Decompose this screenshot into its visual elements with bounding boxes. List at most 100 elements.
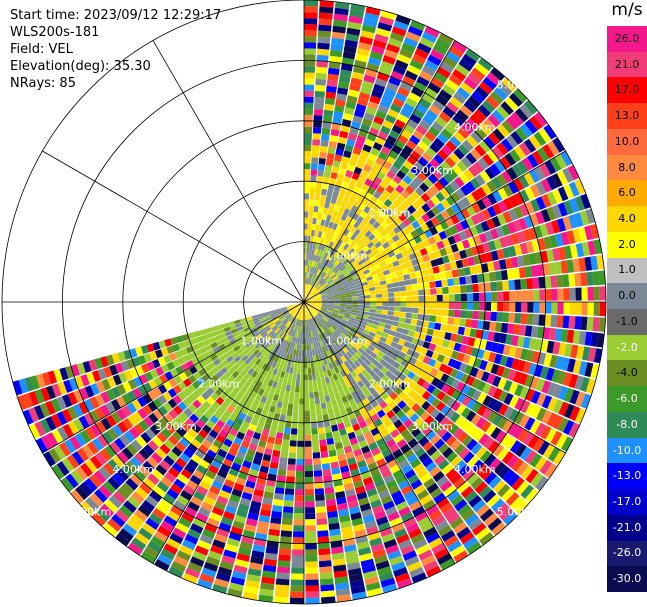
range-gate-cell <box>255 351 263 359</box>
range-gate-cell <box>315 295 322 299</box>
range-gate-cell <box>450 455 463 468</box>
range-gate-cell <box>200 334 209 341</box>
range-gate-cell <box>455 188 466 200</box>
range-gate-cell <box>325 311 332 316</box>
range-gate-cell <box>76 447 89 462</box>
range-gate-cell <box>343 367 351 376</box>
field-label: Field: VEL <box>10 42 73 57</box>
range-gate-cell <box>533 225 543 239</box>
range-gate-cell <box>417 421 428 432</box>
range-gate-cell <box>338 288 345 293</box>
range-gate-cell <box>519 123 533 138</box>
range-gate-cell <box>157 553 173 566</box>
range-gate-cell <box>388 365 397 374</box>
range-gate-cell <box>320 291 327 295</box>
range-gate-cell <box>310 361 315 369</box>
range-gate-cell <box>450 333 458 342</box>
range-gate-cell <box>209 512 222 522</box>
range-gate-cell <box>471 389 482 401</box>
range-gate-cell <box>426 384 436 394</box>
range-gate-cell <box>399 108 412 119</box>
range-gate-cell <box>384 453 395 464</box>
range-gate-cell <box>398 390 408 400</box>
range-gate-cell <box>287 328 292 336</box>
range-gate-cell <box>298 404 304 411</box>
range-gate-cell <box>221 336 229 344</box>
range-gate-cell <box>286 321 291 328</box>
range-gate-cell <box>434 547 449 560</box>
range-gate-cell <box>250 326 257 333</box>
range-gate-cell <box>359 323 367 329</box>
range-gate-cell <box>447 278 455 287</box>
range-gate-cell <box>371 89 383 99</box>
range-ring-label: 5.00km <box>70 506 112 519</box>
range-gate-cell <box>301 313 303 321</box>
range-gate-cell <box>343 175 351 184</box>
range-gate-cell <box>225 344 234 352</box>
range-gate-cell <box>396 155 407 165</box>
range-gate-cell <box>332 25 347 34</box>
range-gate-cell <box>304 72 315 79</box>
range-gate-cell <box>491 521 507 536</box>
range-gate-cell <box>287 314 292 320</box>
range-gate-cell <box>304 126 313 134</box>
range-gate-cell <box>568 315 576 329</box>
range-gate-cell <box>387 287 395 293</box>
range-gate-cell <box>191 343 200 352</box>
range-gate-cell <box>476 404 488 417</box>
range-gate-cell <box>379 16 394 26</box>
range-gate-cell <box>449 472 462 485</box>
range-gate-cell <box>294 305 300 310</box>
range-gate-cell <box>371 359 380 367</box>
range-gate-cell <box>323 345 329 352</box>
range-gate-cell <box>530 472 544 488</box>
range-gate-cell <box>501 322 509 334</box>
nrays-label: NRays: 85 <box>10 76 76 91</box>
range-gate-cell <box>400 302 407 307</box>
range-gate-cell <box>381 448 392 458</box>
range-gate-cell <box>505 134 519 149</box>
range-gate-cell <box>417 140 429 152</box>
range-gate-cell <box>319 256 324 264</box>
range-gate-cell <box>527 434 540 449</box>
range-gate-cell <box>255 334 262 341</box>
range-gate-cell <box>218 355 226 363</box>
range-gate-cell <box>305 567 319 574</box>
range-gate-cell <box>125 478 139 491</box>
range-gate-cell <box>304 78 315 85</box>
range-gate-cell <box>269 309 276 314</box>
range-gate-cell <box>307 306 312 312</box>
range-gate-cell <box>315 242 320 250</box>
range-gate-cell <box>452 68 467 82</box>
range-gate-cell <box>325 260 331 267</box>
range-gate-cell <box>268 528 281 537</box>
range-gate-cell <box>217 469 228 479</box>
range-gate-cell <box>255 373 262 381</box>
range-gate-cell <box>228 348 236 356</box>
range-gate-cell <box>400 189 411 199</box>
range-gate-cell <box>336 344 343 351</box>
range-gate-cell <box>455 63 470 77</box>
range-gate-cell <box>293 311 298 318</box>
range-gate-cell <box>361 183 370 192</box>
range-gate-cell <box>120 360 130 372</box>
range-gate-cell <box>238 547 252 557</box>
range-gate-cell <box>378 489 390 499</box>
range-gate-cell <box>407 474 420 485</box>
range-gate-cell <box>213 334 222 342</box>
range-gate-cell <box>573 212 584 228</box>
range-gate-cell <box>341 414 350 423</box>
range-gate-cell <box>239 497 251 507</box>
range-gate-cell <box>359 262 367 269</box>
azimuth-spoke <box>152 40 305 303</box>
range-gate-cell <box>219 414 229 424</box>
range-gate-cell <box>316 66 328 74</box>
range-gate-cell <box>277 395 284 403</box>
range-gate-cell <box>192 371 202 381</box>
range-gate-cell <box>90 383 100 396</box>
range-gate-cell <box>270 424 278 432</box>
range-gate-cell <box>333 111 344 119</box>
range-gate-cell <box>258 328 265 334</box>
range-gate-cell <box>321 463 331 471</box>
range-gate-cell <box>310 302 317 304</box>
